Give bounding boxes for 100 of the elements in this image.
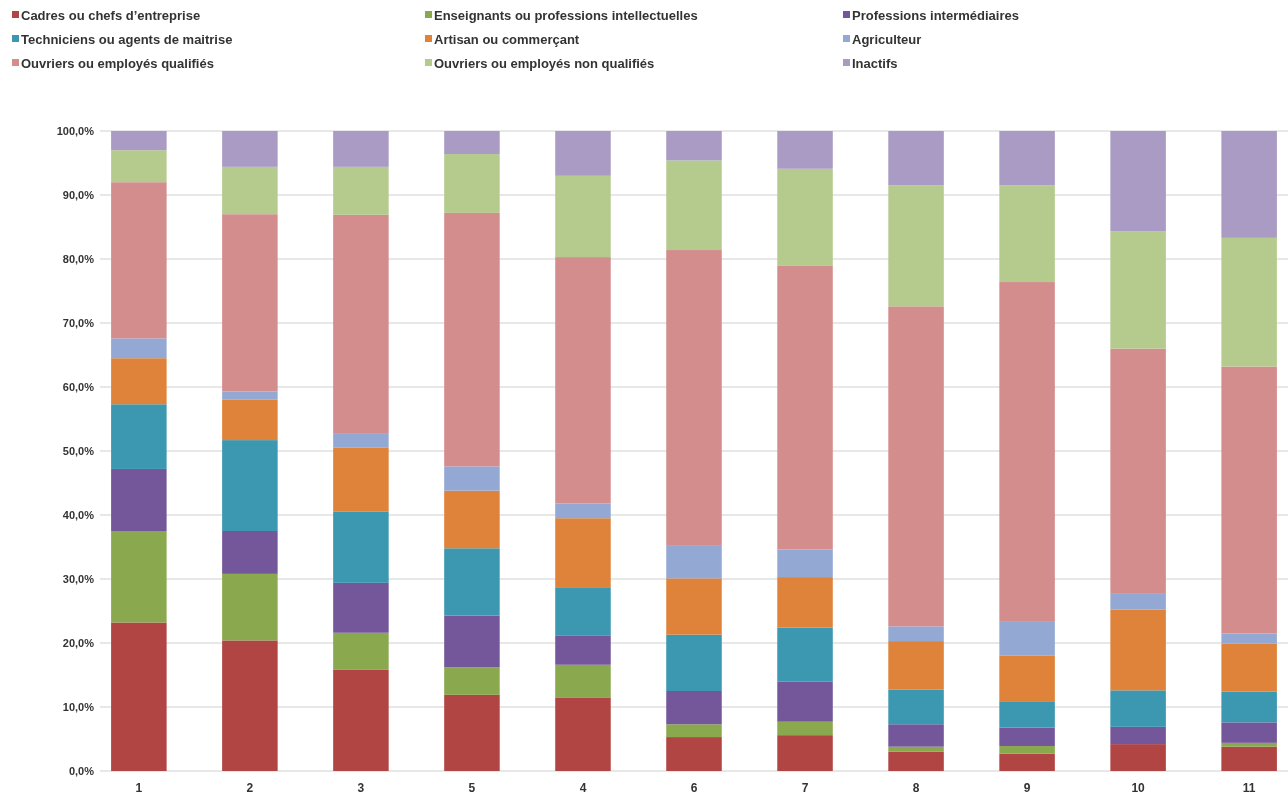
bar [777,735,833,771]
bar [1110,593,1166,610]
bar [444,466,500,491]
bar [777,265,833,550]
bar [111,150,167,183]
bar [111,531,167,623]
bar [1221,691,1277,723]
bar [999,753,1055,771]
bar [111,131,167,151]
x-tick-label: 9 [1023,780,1031,795]
bar [666,545,722,579]
bar [333,433,389,448]
x-tick-label: 1 [135,780,143,795]
bar [555,518,611,588]
bar [1221,237,1277,367]
bar [222,440,278,531]
bar [1221,742,1277,747]
legend-label: Techniciens ou agents de maitrise [21,31,233,47]
bar [333,669,389,771]
bar [111,622,167,771]
bar [333,214,389,434]
bar [777,681,833,722]
x-tick-label: 3 [357,780,365,795]
x-tick-label: 5 [468,780,476,795]
bar [444,490,500,549]
bar [555,664,611,698]
bar [111,182,167,339]
bar [444,212,500,467]
x-tick-label: 11 [1242,780,1256,795]
bar [1221,643,1277,692]
bar [777,131,833,169]
bar [1110,131,1166,232]
bar [888,306,944,627]
bar [666,131,722,161]
x-tick-label: 8 [912,780,920,795]
bar [111,468,167,531]
bar [1110,348,1166,594]
legend-label: Artisan ou commerçant [434,31,580,47]
bar [444,694,500,771]
bar [999,701,1055,728]
bar [222,399,278,441]
bar [444,667,500,695]
bar [1110,231,1166,349]
legend-label: Ouvriers ou employés non qualifiés [434,55,655,71]
bar [333,511,389,583]
bar [999,746,1055,754]
y-tick-label: 0,0% [68,765,95,778]
bar [999,655,1055,702]
bar [888,641,944,690]
x-tick-label: 7 [801,780,809,795]
bar [333,447,389,512]
legend-label: Professions intermédiaires [852,7,1019,23]
y-tick-label: 40,0% [62,509,95,522]
bar [1221,722,1277,743]
bar [333,131,389,167]
bar [222,640,278,771]
bar [111,338,167,359]
bar [1110,609,1166,691]
bar [777,721,833,736]
x-tick-label: 6 [690,780,698,795]
y-tick-label: 70,0% [62,317,95,330]
bar [1221,131,1277,238]
bar [999,621,1055,656]
bar [333,582,389,633]
legend-label: Ouvriers ou employés qualifiés [21,55,214,71]
bar [555,697,611,771]
bar [999,727,1055,747]
legend-label: Enseignants ou professions intellectuelles [434,7,698,23]
bar [888,185,944,307]
bar [111,404,167,469]
bar [222,214,278,392]
bar [777,168,833,266]
bar [555,175,611,258]
bar [1221,633,1277,644]
legend-label: Agriculteur [852,31,922,47]
bar [1110,690,1166,727]
x-tick-label: 10 [1131,780,1146,795]
bar [555,503,611,519]
bar [777,549,833,578]
bar [666,691,722,725]
bar [444,615,500,668]
x-tick-label: 2 [246,780,254,795]
bar [222,391,278,400]
bar [999,131,1055,186]
bar [666,250,722,546]
bar [999,282,1055,622]
bar [888,746,944,752]
bar [999,185,1055,283]
bar [1110,726,1166,745]
bar [444,548,500,616]
bar [1110,744,1166,771]
y-tick-label: 50,0% [62,445,95,458]
bar [666,724,722,738]
bar [666,737,722,771]
y-tick-label: 30,0% [62,573,95,586]
bar [333,166,389,215]
y-tick-label: 90,0% [62,189,95,202]
y-tick-label: 10,0% [62,701,95,714]
bar [666,578,722,635]
bar [888,626,944,642]
